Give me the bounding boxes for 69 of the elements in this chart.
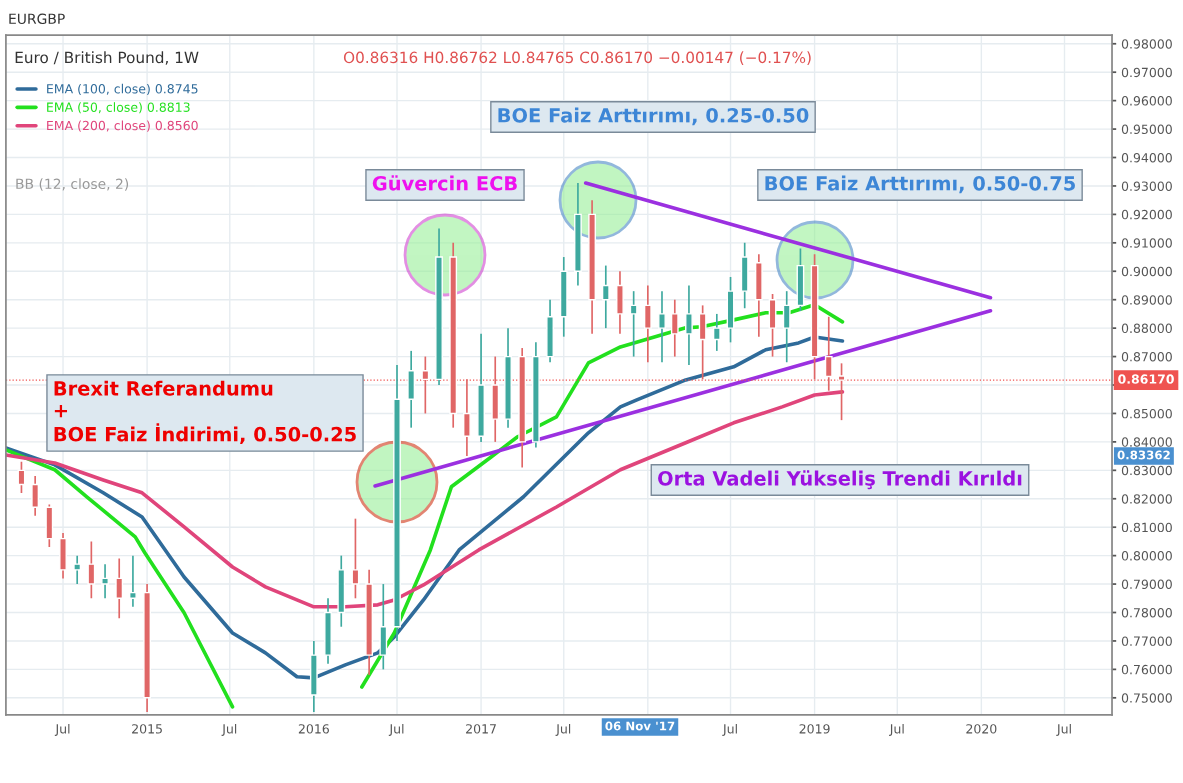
candlestick	[601, 264, 610, 329]
x-tick-label: Jul	[54, 723, 70, 736]
candlestick	[712, 313, 721, 352]
y-tick-label: 0.76000	[1121, 664, 1172, 675]
y-tick-label: 0.85000	[1121, 408, 1172, 419]
y-tick-label: 0.96000	[1121, 96, 1172, 106]
x-tick-label: 2017	[466, 724, 496, 734]
annotation: Brexit Referandumu + BOE Faiz İndirimi, 0.50-0.25	[54, 380, 356, 445]
candlestick	[824, 315, 833, 392]
y-tick-label: 0.78000	[1121, 607, 1172, 618]
y-tick-label: 0.82000	[1121, 494, 1172, 504]
y-tick-label: 0.81000	[1121, 522, 1172, 533]
candlestick	[351, 517, 360, 600]
candlestick	[685, 284, 693, 366]
annotation: BB (12, close, 2)	[16, 178, 129, 191]
candlestick	[782, 290, 791, 364]
x-tick-label: Jul	[722, 723, 737, 736]
legend-label: EMA (50, close) 0.8813	[47, 102, 190, 114]
y-tick-label: 0.80000	[1121, 551, 1172, 561]
y-tick-label: 0.88000	[1121, 323, 1172, 334]
y-tick-label: 0.83000	[1121, 465, 1172, 476]
text: Euro / British Pound, 1W	[15, 51, 199, 65]
y-tick-label: 0.97000	[1121, 67, 1172, 78]
candlestick	[101, 563, 109, 600]
candlestick	[73, 554, 82, 585]
candlestick	[837, 362, 846, 421]
x-tick-label: Jul	[555, 723, 571, 736]
y-tick-label: 0.77000	[1121, 636, 1172, 646]
text: O0.86316 H0.86762 L0.84765 C0.86170 −0.00147 (−0.17%)	[343, 51, 811, 65]
y-tick-label: 0.94000	[1121, 152, 1172, 163]
candlestick	[629, 290, 638, 358]
candlestick	[115, 557, 124, 620]
text: 06 Nov '17	[605, 721, 675, 731]
candlestick	[87, 540, 96, 600]
candlestick	[421, 355, 430, 415]
candlestick	[658, 290, 666, 364]
x-tick-label: 2020	[966, 724, 997, 734]
ref-line-label: 0.86170	[1118, 374, 1174, 384]
x-tick-label: Jul	[388, 723, 404, 736]
x-tick-label: 2016	[298, 724, 329, 734]
y-tick-label: 0.84000	[1121, 437, 1172, 447]
y-tick-label: 0.93000	[1121, 181, 1172, 191]
y-tick-label: 0.89000	[1121, 295, 1172, 305]
y-tick-label: 0.90000	[1121, 266, 1172, 277]
x-tick-label: Jul	[221, 723, 237, 736]
candlestick	[670, 298, 679, 358]
y-tick-label: 0.75000	[1121, 693, 1172, 703]
annotation: BOE Faiz Arttırımı, 0.50-0.75	[765, 175, 1075, 194]
y-tick-label: 0.98000	[1121, 39, 1172, 49]
legend-label: EMA (100, close) 0.8745	[47, 83, 198, 96]
candlestick	[463, 378, 471, 457]
x-tick-label: 2015	[132, 724, 162, 734]
x-tick-label: Jul	[1056, 723, 1071, 736]
text: 0.83362	[1117, 450, 1170, 460]
annotation: Orta Vadeli Yükseliş Trendi Kırıldı	[658, 470, 1022, 490]
candlestick	[129, 554, 137, 608]
annotation: BOE Faiz Arttırımı, 0.25-0.50	[498, 107, 809, 126]
x-tick-label: Jul	[889, 723, 904, 736]
y-tick-label: 0.92000	[1121, 209, 1172, 220]
y-tick-label: 0.79000	[1121, 579, 1172, 589]
x-tick-label: 2019	[799, 724, 830, 734]
y-tick-label: 0.91000	[1121, 238, 1172, 248]
candlestick	[31, 475, 40, 517]
text: EURGBP	[9, 13, 65, 25]
y-tick-label: 0.95000	[1121, 124, 1172, 134]
y-tick-label: 0.87000	[1121, 352, 1172, 362]
annotation: Güvercin ECB	[372, 175, 517, 191]
legend-label: EMA (200, close) 0.8560	[47, 120, 198, 132]
candlestick	[643, 284, 652, 364]
